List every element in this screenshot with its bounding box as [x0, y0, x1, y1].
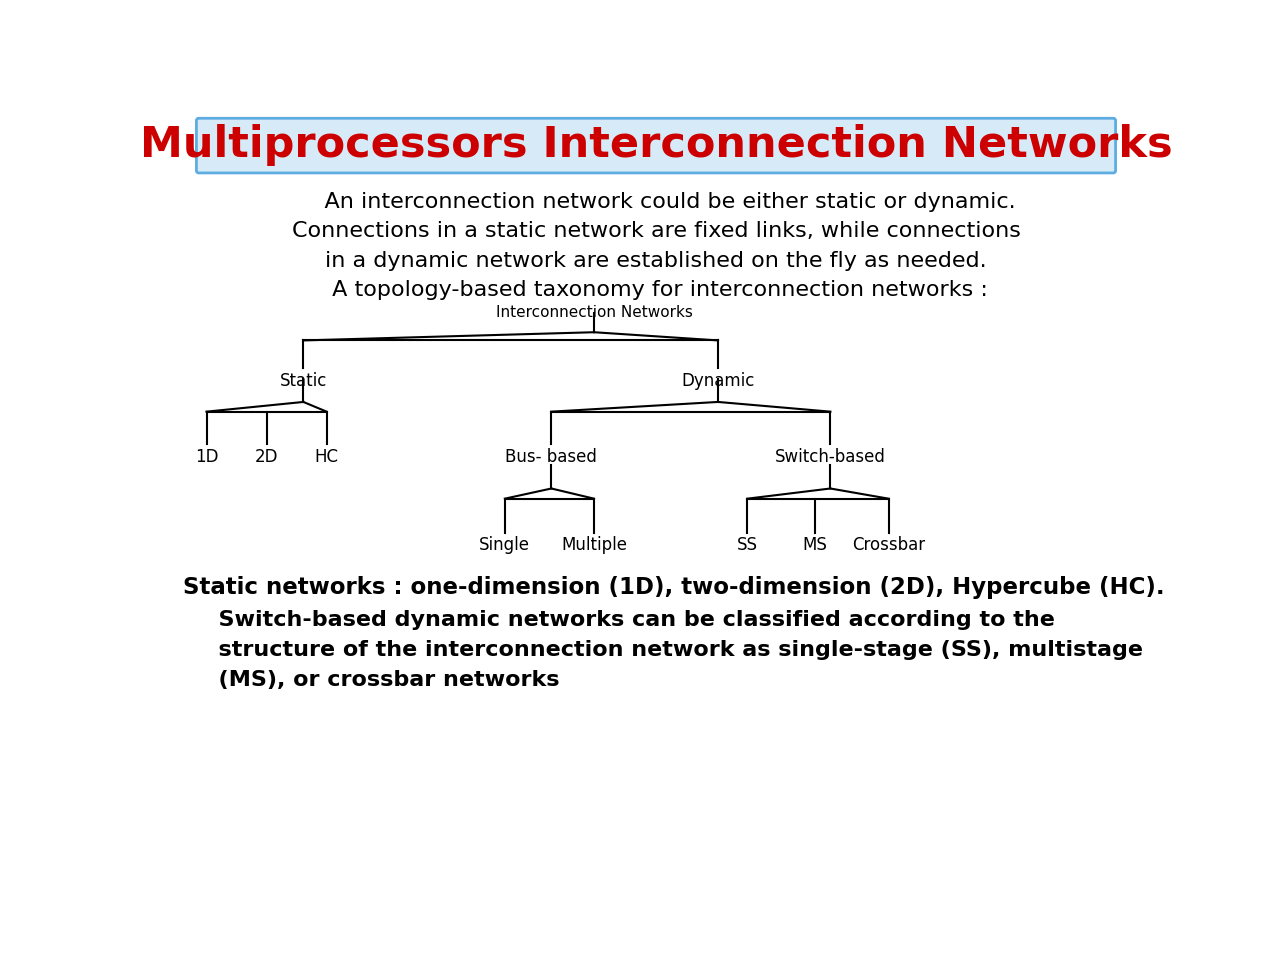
Text: HC: HC: [315, 447, 339, 466]
Text: Connections in a static network are fixed links, while connections: Connections in a static network are fixe…: [292, 222, 1020, 242]
Text: Multiprocessors Interconnection Networks: Multiprocessors Interconnection Networks: [140, 124, 1172, 166]
Text: A topology-based taxonomy for interconnection networks :: A topology-based taxonomy for interconne…: [325, 280, 987, 300]
Text: Switch-based: Switch-based: [774, 447, 886, 466]
Text: Single: Single: [480, 537, 530, 554]
Text: Bus- based: Bus- based: [506, 447, 598, 466]
Text: Dynamic: Dynamic: [681, 372, 755, 390]
Text: SS: SS: [737, 537, 758, 554]
Text: Multiple: Multiple: [561, 537, 627, 554]
Text: Crossbar: Crossbar: [852, 537, 925, 554]
Text: Interconnection Networks: Interconnection Networks: [495, 304, 692, 320]
Text: 2D: 2D: [255, 447, 279, 466]
Text: MS: MS: [803, 537, 827, 554]
Text: Static: Static: [280, 372, 328, 390]
Text: An interconnection network could be either static or dynamic.: An interconnection network could be eith…: [296, 192, 1016, 212]
Text: Switch-based dynamic networks can be classified according to the
  structure of : Switch-based dynamic networks can be cla…: [202, 610, 1143, 690]
Text: 1D: 1D: [195, 447, 219, 466]
Text: Static networks : one-dimension (1D), two-dimension (2D), Hypercube (HC).: Static networks : one-dimension (1D), tw…: [183, 576, 1165, 599]
FancyBboxPatch shape: [196, 118, 1116, 173]
Text: in a dynamic network are established on the fly as needed.: in a dynamic network are established on …: [325, 251, 987, 271]
